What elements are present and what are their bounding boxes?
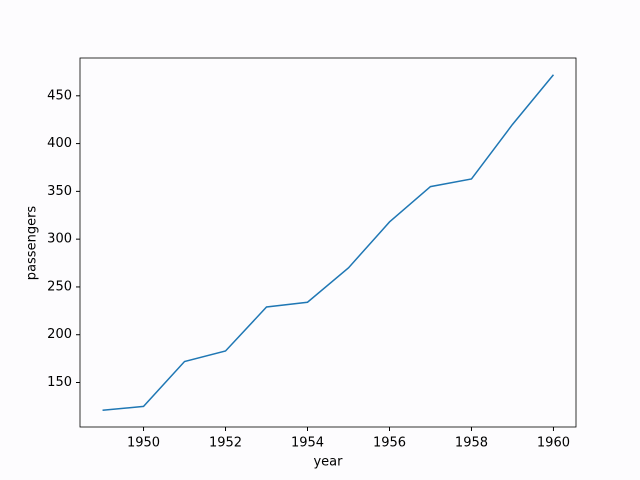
x-tick-label: 1950 xyxy=(127,436,160,451)
y-tick-label: 200 xyxy=(47,327,72,342)
y-tick-label: 150 xyxy=(47,375,72,390)
x-axis-label: year xyxy=(313,455,343,470)
x-tick-label: 1956 xyxy=(373,436,406,451)
plot-frame xyxy=(79,57,577,428)
y-tick-label: 350 xyxy=(47,184,72,199)
y-tick-label: 400 xyxy=(47,136,72,151)
x-tick-label: 1958 xyxy=(455,436,488,451)
line xyxy=(102,74,555,411)
x-tick-label: 1954 xyxy=(291,436,324,451)
x-tick-label: 1952 xyxy=(209,436,242,451)
y-tick-label: 450 xyxy=(47,88,72,103)
x-tick-label: 1960 xyxy=(537,436,570,451)
y-axis-label: passengers xyxy=(25,206,40,281)
y-tick-label: 250 xyxy=(47,279,72,294)
y-tick-label: 300 xyxy=(47,232,72,247)
